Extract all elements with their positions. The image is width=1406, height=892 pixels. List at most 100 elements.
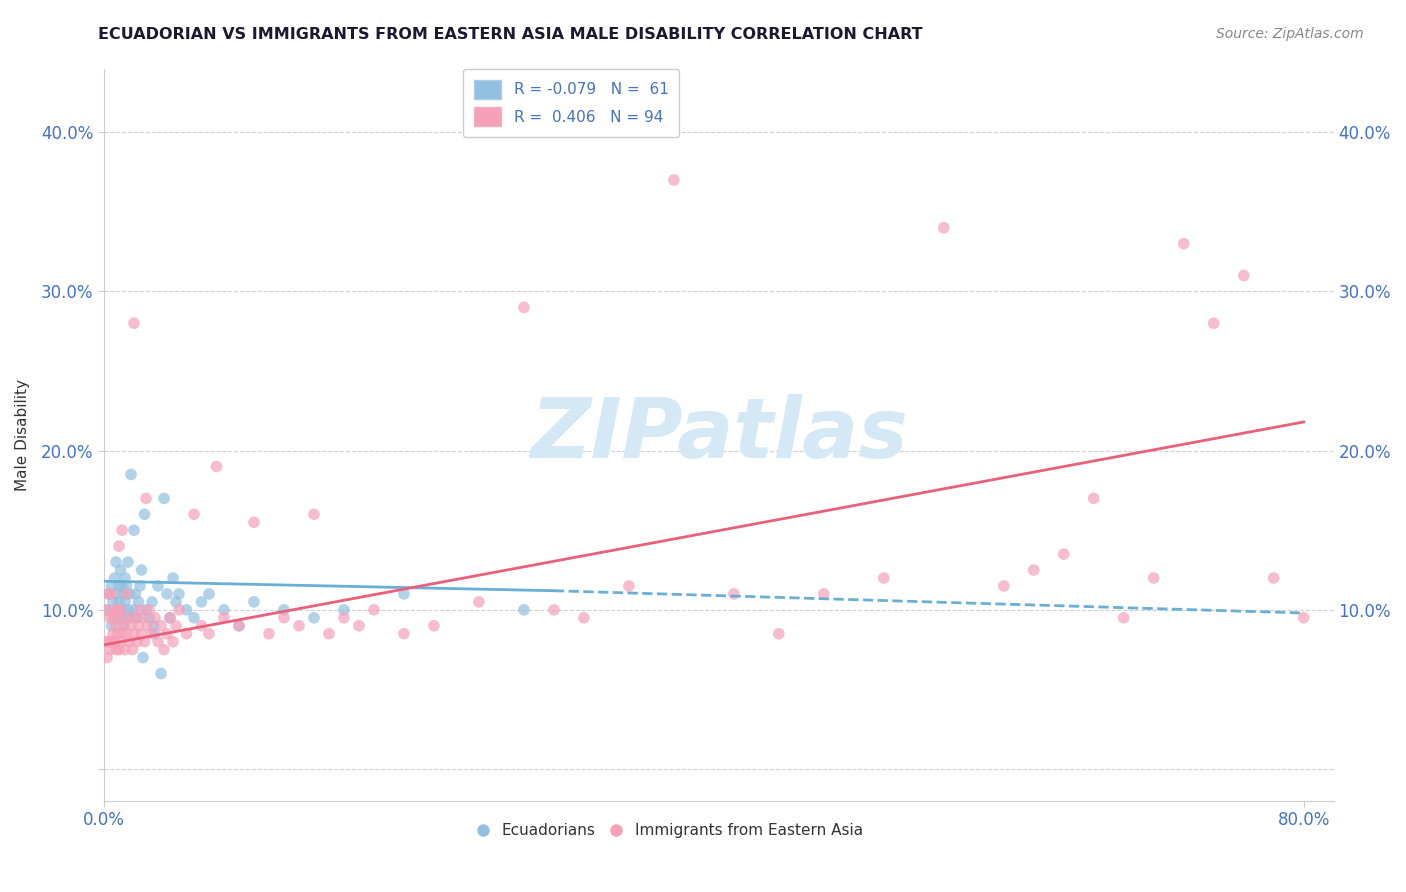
Point (198, 587, 221, 601)
Point (273, 603, 295, 617)
Text: ECUADORIAN VS IMMIGRANTS FROM EASTERN ASIA MALE DISABILITY CORRELATION CHART: ECUADORIAN VS IMMIGRANTS FROM EASTERN AS… (98, 27, 924, 42)
Point (162, 571, 184, 585)
Point (125, 611, 148, 625)
Point (117, 603, 139, 617)
Point (101, 611, 124, 625)
Point (153, 491, 176, 506)
Point (513, 603, 536, 617)
Point (114, 571, 136, 585)
Point (143, 626, 166, 640)
Point (156, 587, 179, 601)
Point (114, 642, 136, 657)
Point (150, 666, 173, 681)
Point (125, 634, 148, 648)
Point (212, 603, 235, 617)
Point (1083, 491, 1105, 506)
Point (117, 555, 139, 569)
Point (190, 595, 212, 609)
Point (103, 611, 125, 625)
Point (135, 491, 157, 506)
Point (117, 611, 139, 625)
Point (107, 603, 129, 617)
Point (115, 611, 138, 625)
Point (513, 301, 536, 315)
Point (190, 619, 212, 633)
Point (111, 579, 134, 593)
Point (108, 595, 131, 609)
Point (273, 611, 295, 625)
Y-axis label: Male Disability: Male Disability (15, 379, 30, 491)
Text: Source: ZipAtlas.com: Source: ZipAtlas.com (1216, 27, 1364, 41)
Point (96, 603, 118, 617)
Point (108, 611, 131, 625)
Point (96, 650, 118, 665)
Point (120, 467, 142, 482)
Point (107, 626, 129, 640)
Point (159, 611, 181, 625)
Point (120, 619, 142, 633)
Point (103, 603, 125, 617)
Point (302, 508, 325, 522)
Point (128, 595, 150, 609)
Point (100, 579, 122, 593)
Point (243, 595, 266, 609)
Point (205, 459, 228, 474)
Point (101, 595, 124, 609)
Point (105, 619, 128, 633)
Text: ZIPatlas: ZIPatlas (530, 394, 908, 475)
Point (159, 611, 181, 625)
Point (134, 508, 156, 522)
Point (138, 611, 160, 625)
Point (110, 563, 132, 577)
Point (243, 515, 266, 529)
Point (333, 611, 356, 625)
Point (257, 626, 280, 640)
Point (363, 603, 385, 617)
Point (768, 626, 790, 640)
Point (118, 587, 141, 601)
Point (302, 611, 325, 625)
Point (333, 603, 356, 617)
Point (110, 603, 132, 617)
Point (723, 587, 745, 601)
Point (662, 173, 685, 187)
Point (124, 587, 146, 601)
Point (146, 579, 169, 593)
Point (993, 579, 1015, 593)
Point (131, 626, 153, 640)
Point (228, 619, 250, 633)
Point (176, 603, 198, 617)
Point (112, 619, 135, 633)
Point (115, 587, 138, 601)
Point (105, 587, 128, 601)
Point (129, 603, 152, 617)
Point (932, 220, 955, 235)
Point (572, 611, 595, 625)
Point (167, 603, 190, 617)
Point (98, 611, 121, 625)
Point (423, 619, 446, 633)
Point (107, 603, 129, 617)
Point (1112, 611, 1135, 625)
Point (103, 571, 125, 585)
Point (347, 619, 370, 633)
Point (108, 642, 131, 657)
Point (112, 619, 135, 633)
Point (105, 642, 128, 657)
Point (468, 595, 491, 609)
Point (165, 595, 187, 609)
Point (392, 626, 415, 640)
Point (96, 603, 118, 617)
Point (97, 634, 120, 648)
Point (115, 579, 138, 593)
Legend: Ecuadorians, Immigrants from Eastern Asia: Ecuadorians, Immigrants from Eastern Asi… (471, 817, 869, 845)
Point (1022, 563, 1045, 577)
Point (108, 579, 131, 593)
Point (1053, 547, 1076, 561)
Point (111, 626, 134, 640)
Point (617, 579, 640, 593)
Point (1292, 611, 1315, 625)
Point (1202, 316, 1225, 330)
Point (176, 626, 198, 640)
Point (128, 619, 150, 633)
